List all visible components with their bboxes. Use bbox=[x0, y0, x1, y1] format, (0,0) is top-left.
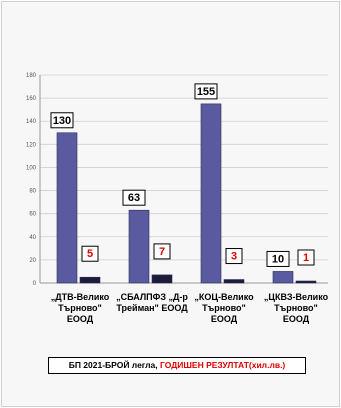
bar bbox=[79, 276, 101, 284]
data-labels: 130 5 63 7 155 3 10 1 bbox=[50, 83, 315, 267]
data-label: 130 bbox=[50, 112, 74, 129]
data-label-text: 155 bbox=[197, 86, 215, 98]
bars bbox=[56, 103, 317, 284]
category-label: ЕООД bbox=[211, 314, 238, 324]
y-tick-label: 180 bbox=[26, 73, 37, 79]
data-label-text: 63 bbox=[128, 192, 140, 204]
y-tick-label: 140 bbox=[26, 119, 37, 125]
category-label: Търново" bbox=[58, 303, 102, 313]
y-ticks: 0 20 40 60 80 100 120 140 160 180 bbox=[26, 73, 37, 287]
bar bbox=[56, 132, 78, 284]
y-tick-label: 40 bbox=[29, 235, 36, 241]
category-label: „КОЦ-Велико bbox=[194, 292, 254, 302]
y-tick-label: 160 bbox=[26, 96, 37, 102]
data-label-text: 1 bbox=[303, 252, 309, 264]
data-label-text: 3 bbox=[231, 251, 237, 263]
data-label-box bbox=[122, 189, 146, 206]
category-label: Търново" bbox=[202, 303, 246, 313]
category-label: „СБАЛПФЗ „Д-р bbox=[116, 292, 188, 302]
category-label: „ЦКВЗ-Велико bbox=[264, 292, 329, 302]
legend-text-result: ГОДИШЕН РЕЗУЛТАТ(хил.лв.) bbox=[159, 360, 286, 370]
data-label-box bbox=[153, 243, 171, 260]
bar bbox=[200, 103, 222, 284]
y-tick-label: 60 bbox=[29, 212, 36, 218]
data-label: 1 bbox=[297, 249, 315, 266]
category-label: Трейман" ЕООД bbox=[116, 303, 188, 313]
y-tick-label: 80 bbox=[29, 189, 36, 195]
data-label-box bbox=[194, 83, 218, 100]
data-label-box bbox=[266, 250, 290, 267]
y-tick-label: 20 bbox=[29, 258, 36, 264]
grid bbox=[40, 74, 328, 261]
data-label-text: 5 bbox=[87, 248, 93, 260]
category-label: ЕООД bbox=[67, 314, 94, 324]
bar bbox=[295, 280, 317, 284]
data-label: 155 bbox=[194, 83, 218, 100]
y-tick-label: 0 bbox=[33, 281, 37, 287]
y-tick-label: 120 bbox=[26, 142, 37, 148]
data-label-box bbox=[50, 112, 74, 129]
data-label: 63 bbox=[122, 189, 146, 206]
bar bbox=[272, 271, 294, 284]
data-label-text: 10 bbox=[272, 253, 284, 265]
data-label: 5 bbox=[81, 245, 99, 262]
data-label: 7 bbox=[153, 243, 171, 260]
data-label: 3 bbox=[225, 248, 243, 265]
y-tick-label: 100 bbox=[26, 165, 37, 171]
data-label-box bbox=[297, 249, 315, 266]
data-label-text: 130 bbox=[53, 115, 71, 127]
data-label-box bbox=[225, 248, 243, 265]
category-label: „ДТВ-Велико bbox=[51, 292, 110, 302]
chart-legend: БП 2021-БРОЙ легла, ГОДИШЕН РЕЗУЛТАТ(хил… bbox=[48, 357, 306, 374]
category-label: ЕООД bbox=[283, 314, 310, 324]
legend-text-beds: БП 2021-БРОЙ легла, bbox=[68, 360, 160, 370]
data-label-text: 7 bbox=[159, 246, 165, 258]
bar bbox=[223, 279, 245, 284]
data-label: 10 bbox=[266, 250, 290, 267]
category-label: Търново" bbox=[274, 303, 318, 313]
data-label-box bbox=[81, 245, 99, 262]
bar bbox=[151, 274, 173, 284]
bar bbox=[128, 209, 150, 284]
